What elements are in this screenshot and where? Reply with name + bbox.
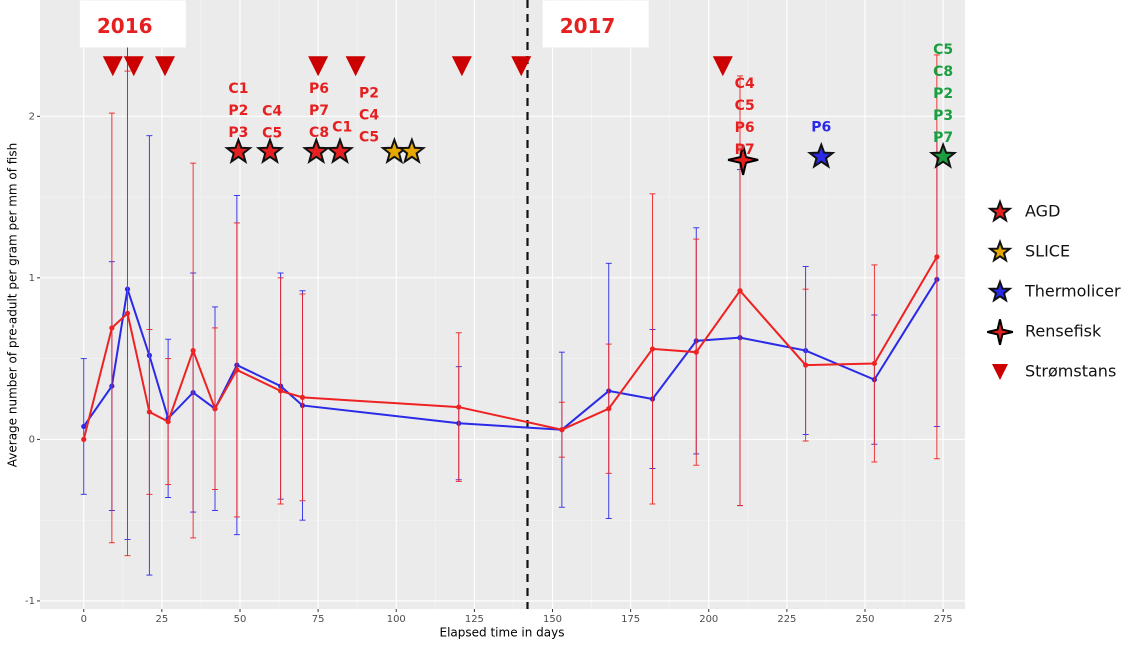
star-marker	[987, 238, 1013, 263]
annotation-text: C1	[332, 120, 352, 136]
annotation-text: C8	[309, 125, 329, 141]
point	[606, 406, 612, 412]
annotation-text: C4	[262, 103, 282, 119]
annotation-text: P3	[228, 125, 248, 141]
annotation-text: C5	[262, 125, 282, 141]
year-label-box	[79, 0, 186, 48]
x-tick-label: 175	[621, 614, 640, 625]
point	[165, 419, 171, 425]
annotation-text: C8	[933, 64, 953, 80]
star-marker	[807, 141, 836, 169]
point	[299, 394, 306, 400]
star-marker	[987, 278, 1013, 303]
point	[146, 409, 152, 415]
annotation-text: P2	[933, 86, 953, 102]
annotation-text: P7	[933, 130, 953, 146]
triangle-marker	[102, 56, 123, 77]
star4-marker	[727, 144, 759, 176]
legend-label: Rensefisk	[1025, 322, 1102, 341]
point	[212, 406, 218, 412]
point	[124, 310, 131, 316]
star-marker	[987, 198, 1013, 223]
x-tick-label: 125	[465, 614, 484, 625]
year-label-box	[542, 0, 649, 48]
point	[456, 404, 462, 410]
star-marker	[325, 136, 355, 164]
annotation-text: P6	[735, 120, 755, 136]
annotation-text: C5	[933, 42, 953, 58]
x-tick-label: 150	[543, 614, 562, 625]
x-tick-label: 275	[934, 614, 953, 625]
annotation-text: C4	[735, 76, 755, 92]
star-marker	[302, 136, 331, 164]
x-tick-label: 50	[234, 614, 247, 625]
annotation-text: P7	[309, 103, 329, 119]
star-marker	[255, 136, 285, 164]
star-marker	[397, 136, 427, 164]
x-tick-label: 225	[777, 614, 796, 625]
x-tick-label: 75	[312, 614, 325, 625]
triangle-marker	[345, 56, 366, 77]
star4-marker	[987, 319, 1014, 346]
point	[693, 349, 699, 355]
triangle-marker	[155, 56, 175, 77]
annotation-text: P6	[811, 120, 831, 136]
year-label: 2016	[97, 14, 153, 38]
y-axis-title: Average number of pre-adult per gram per…	[6, 143, 20, 467]
x-tick-label: 100	[387, 614, 406, 625]
triangle-marker	[992, 364, 1008, 380]
legend-label: Thermolicer	[1024, 282, 1121, 301]
legend-label: SLICE	[1025, 242, 1070, 261]
x-tick-label: 0	[81, 614, 87, 625]
star-marker	[224, 136, 253, 164]
x-tick-label: 25	[156, 614, 169, 625]
plot-panel	[40, 0, 965, 609]
point	[649, 346, 656, 352]
triangle-marker	[712, 56, 733, 77]
point	[234, 367, 240, 373]
point	[278, 388, 284, 394]
x-axis-title: Elapsed time in days	[440, 626, 565, 640]
triangle-marker	[123, 56, 144, 77]
annotation-text: C4	[359, 108, 379, 124]
legend-label: Strømstans	[1025, 362, 1116, 381]
y-tick-label: 1	[29, 273, 35, 284]
annotation-text: C1	[228, 81, 248, 97]
point	[559, 427, 565, 433]
y-tick-label: -1	[25, 596, 35, 607]
point	[934, 254, 940, 260]
y-tick-label: 2	[29, 111, 35, 122]
triangle-marker	[308, 56, 329, 77]
y-tick-label: 0	[29, 434, 35, 445]
point	[81, 423, 87, 430]
annotation-text: C5	[359, 130, 379, 146]
year-label: 2017	[560, 14, 616, 38]
point	[803, 362, 809, 368]
annotation-text: P2	[228, 103, 248, 119]
x-tick-label: 250	[855, 614, 874, 625]
triangle-marker	[511, 56, 532, 77]
star-marker	[928, 141, 958, 169]
legend-label: AGD	[1025, 202, 1060, 221]
point	[81, 436, 87, 442]
annotation-text: P7	[735, 142, 755, 158]
annotation-text: C5	[735, 98, 755, 114]
point	[109, 325, 115, 331]
annotation-text: P6	[309, 81, 329, 97]
annotation-text: P3	[933, 108, 953, 124]
triangle-marker	[451, 56, 472, 77]
point	[190, 347, 196, 354]
x-tick-label: 200	[699, 614, 718, 625]
annotation-text: P2	[359, 86, 379, 102]
point	[871, 360, 877, 367]
point	[737, 288, 743, 294]
